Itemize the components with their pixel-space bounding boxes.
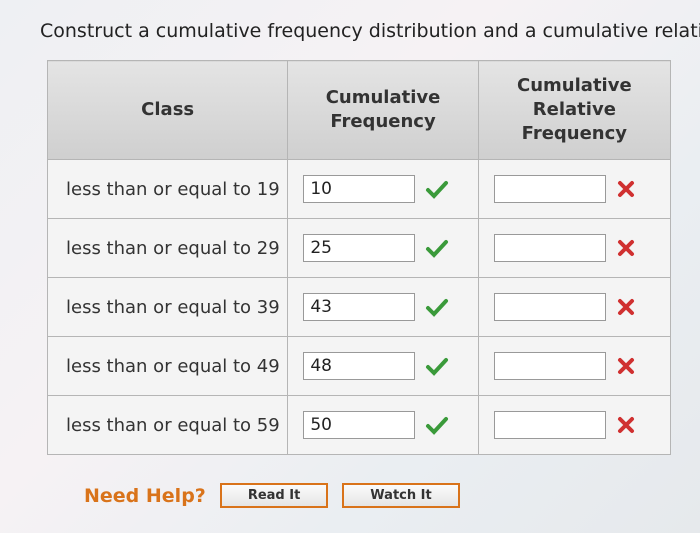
table-row: less than or equal to 19 10 xyxy=(46,159,672,219)
answer-input[interactable]: 43 xyxy=(303,293,416,321)
relative-cell xyxy=(477,395,672,455)
header-text: Cumulative Relative Frequency xyxy=(517,75,632,144)
relative-cell xyxy=(477,159,672,219)
correct-icon xyxy=(426,181,449,199)
relative-cell xyxy=(477,218,672,278)
answer-input[interactable]: 50 xyxy=(303,411,416,439)
header-text: Cumulative Frequency xyxy=(325,87,441,132)
frequency-cell: 43 xyxy=(287,277,479,337)
answer-group xyxy=(480,411,669,439)
answer-group xyxy=(480,293,669,321)
correct-icon xyxy=(426,240,449,258)
frequency-cell: 25 xyxy=(287,218,479,278)
class-cell: less than or equal to 19 xyxy=(46,159,289,219)
frequency-cell: 50 xyxy=(287,395,479,455)
answer-input[interactable] xyxy=(493,175,606,203)
help-bar: Need Help? Read It Watch It xyxy=(84,483,460,508)
correct-icon xyxy=(426,299,449,317)
relative-cell xyxy=(477,336,672,396)
need-help: Need Help? xyxy=(84,484,206,507)
relative-cell xyxy=(477,277,672,337)
answer-input[interactable] xyxy=(493,352,606,380)
answer-group: 50 xyxy=(289,411,476,439)
answer-group: 10 xyxy=(289,175,476,203)
correct-icon xyxy=(426,417,449,435)
watch-it-button[interactable]: Watch It xyxy=(342,483,460,508)
incorrect-icon xyxy=(617,181,634,197)
answer-input[interactable]: 25 xyxy=(303,234,416,262)
answer-input[interactable] xyxy=(493,411,606,439)
answer-input[interactable] xyxy=(493,234,606,262)
header: Class xyxy=(46,60,289,160)
header-row: Class Cumulative Frequency Cumulative Re… xyxy=(46,60,672,160)
incorrect-icon xyxy=(617,358,634,374)
class-cell: less than or equal to 49 xyxy=(46,336,289,396)
frequency-table: Class Cumulative Frequency Cumulative Re… xyxy=(46,60,672,455)
class-cell: less than or equal to 29 xyxy=(46,218,289,278)
answer-group: 48 xyxy=(289,352,476,380)
table-row: less than or equal to 49 48 xyxy=(46,336,672,396)
class-cell: less than or equal to 39 xyxy=(46,277,289,337)
instruction: Construct a cumulative frequency distrib… xyxy=(40,20,700,42)
correct-icon xyxy=(426,358,449,376)
answer-group xyxy=(480,352,669,380)
incorrect-icon xyxy=(617,240,634,256)
answer-group xyxy=(480,234,669,262)
class-cell: less than or equal to 59 xyxy=(46,395,289,455)
header: Cumulative Frequency xyxy=(287,60,479,160)
frequency-cell: 48 xyxy=(287,336,479,396)
table-row: less than or equal to 59 50 xyxy=(46,395,672,455)
incorrect-icon xyxy=(617,299,634,315)
frequency-cell: 10 xyxy=(287,159,479,219)
read-it-button[interactable]: Read It xyxy=(219,483,329,508)
answer-group: 43 xyxy=(289,293,476,321)
table-row: less than or equal to 39 43 xyxy=(46,277,672,337)
table-row: less than or equal to 29 25 xyxy=(46,218,672,278)
answer-group: 25 xyxy=(289,234,476,262)
incorrect-icon xyxy=(617,417,634,433)
header: Cumulative Relative Frequency xyxy=(477,60,672,160)
answer-input[interactable]: 10 xyxy=(303,175,416,203)
answer-input[interactable]: 48 xyxy=(303,352,416,380)
answer-input[interactable] xyxy=(493,293,606,321)
answer-group xyxy=(480,175,669,203)
